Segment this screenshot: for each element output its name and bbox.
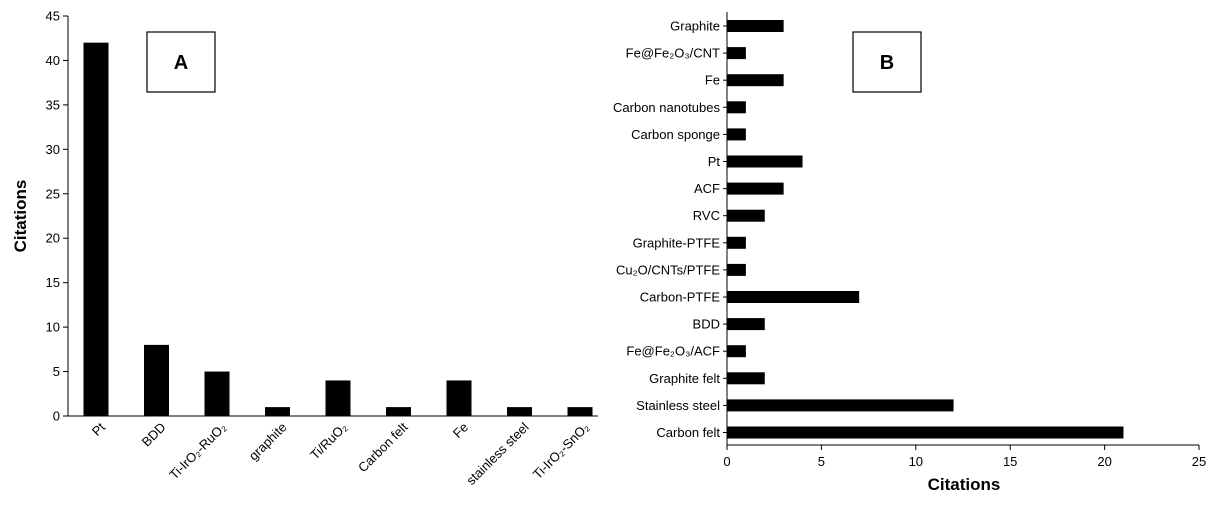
chart-b-x-tick-label: 0 — [723, 454, 730, 469]
panel-label-a: A — [146, 31, 216, 93]
chart-b-y-tick-label: Stainless steel — [636, 398, 720, 413]
chart-a-x-tick-label: Pt — [89, 419, 109, 439]
chart-b-y-tick-label: Graphite — [670, 19, 720, 34]
chart-b-bar — [727, 74, 784, 87]
chart-a-y-tick-label: 45 — [46, 9, 60, 24]
chart-b-y-tick-label: BDD — [693, 317, 720, 332]
svg-text:A: A — [174, 52, 188, 74]
chart-a-y-tick-label: 25 — [46, 186, 60, 201]
chart-b-x-tick-label: 15 — [1003, 454, 1017, 469]
chart-a-y-axis-title: Citations — [11, 180, 30, 253]
chart-b-bar — [727, 291, 860, 303]
chart-b-x-ticks: 0 5 10 15 20 25 — [723, 445, 1206, 469]
chart-b-bar — [727, 263, 746, 276]
chart-b-bar — [727, 236, 746, 249]
chart-b-x-tick-label: 5 — [818, 454, 825, 469]
chart-a-y-ticks: 0 5 10 15 20 25 30 35 40 45 — [46, 9, 68, 424]
chart-a-y-tick-label: 20 — [46, 231, 60, 246]
chart-b-y-tick-label: ACF — [694, 181, 720, 196]
chart-a-bar — [386, 407, 411, 416]
chart-b-y-tick-label: Carbon felt — [656, 425, 720, 440]
chart-b-bar — [727, 372, 765, 385]
chart-a-bar — [204, 371, 230, 416]
chart-b-y-tick-label: Fe@Fe₂O₃/CNT — [626, 46, 720, 61]
chart-b-bar — [727, 318, 765, 331]
chart-b-y-tick-label: Carbon sponge — [631, 127, 720, 142]
chart-b-y-tick-label: Cu₂O/CNTs/PTFE — [616, 262, 720, 277]
chart-b-bar — [727, 47, 746, 60]
chart-b-bar — [727, 345, 746, 358]
chart-b-bar — [727, 426, 1124, 439]
chart-a-y-tick-label: 5 — [53, 364, 60, 379]
chart-a-x-tick-label: Ti/RuO₂ — [307, 420, 350, 463]
chart-b-bar — [727, 128, 746, 141]
chart-a-y-tick-label: 40 — [46, 53, 60, 68]
chart-a-bar — [83, 42, 109, 417]
chart-a-bar — [507, 407, 532, 416]
chart-b-bars — [727, 20, 1124, 439]
chart-a-x-tick-label: Ti-IrO₂-SnO₂ — [530, 420, 592, 482]
chart-a-x-tick-label: Carbon felt — [355, 419, 411, 475]
chart-b-y-tick-label: Fe — [705, 73, 720, 88]
chart-b-y-tick-label: Carbon-PTFE — [640, 290, 721, 305]
chart-a-y-tick-label: 35 — [46, 97, 60, 112]
svg-text:B: B — [880, 52, 894, 74]
chart-b-y-labels: Graphite Fe@Fe₂O₃/CNT Fe Carbon nanotubes Ca… — [613, 19, 727, 440]
chart-b-y-tick-label: Pt — [708, 154, 721, 169]
chart-a-y-tick-label: 30 — [46, 142, 60, 157]
chart-a-y-tick-label: 10 — [46, 320, 60, 335]
chart-b-x-tick-label: 20 — [1097, 454, 1111, 469]
chart-b-x-tick-label: 10 — [909, 454, 923, 469]
chart-b-y-tick-label: Carbon nanotubes — [613, 100, 720, 115]
chart-a-bar — [567, 407, 593, 416]
chart-b-bar — [727, 209, 765, 222]
chart-b-y-tick-label: Graphite-PTFE — [633, 235, 721, 250]
chart-b-y-tick-label: RVC — [693, 208, 720, 223]
chart-b-y-tick-label: Fe@Fe₂O₃/ACF — [626, 344, 720, 359]
chart-b-bar — [727, 20, 784, 32]
chart-b-bar — [727, 101, 746, 114]
chart-b-x-axis-title: Citations — [928, 475, 1001, 494]
chart-b: 0 5 10 15 20 25 Graphite Fe@Fe₂O₃/CNT Fe Carbon … — [613, 12, 1206, 494]
chart-a-bar — [144, 344, 169, 416]
chart-a-x-tick-label: Ti-IrO₂-RuO₂ — [166, 420, 229, 483]
panel-label-b: B — [852, 31, 922, 93]
chart-a-y-tick-label: 15 — [46, 275, 60, 290]
chart-a-x-tick-label: stainless steel — [463, 419, 531, 487]
chart-a-y-tick-label: 0 — [53, 409, 60, 424]
chart-b-bar — [727, 182, 784, 195]
chart-b-bar — [727, 155, 803, 168]
chart-b-x-tick-label: 25 — [1192, 454, 1206, 469]
chart-a-bar — [265, 407, 290, 416]
chart-b-y-tick-label: Graphite felt — [649, 371, 720, 386]
chart-a-bar — [446, 380, 472, 416]
chart-a-x-tick-label: BDD — [139, 420, 169, 450]
chart-a-bars — [83, 42, 593, 417]
chart-b-bar — [727, 399, 954, 412]
chart-a-x-tick-label: Fe — [450, 420, 471, 441]
chart-a-bar — [325, 380, 351, 416]
chart-a-x-tick-label: graphite — [246, 420, 290, 464]
